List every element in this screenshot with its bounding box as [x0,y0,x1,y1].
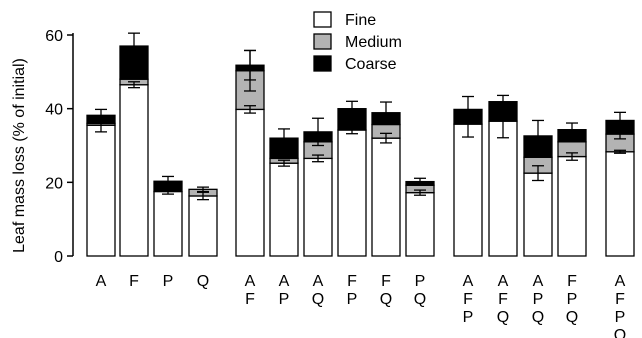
axes: 0 20 40 60 [45,28,74,266]
category-label: Q [566,309,578,326]
category-label: Q [614,327,626,338]
category-label: F [615,291,625,308]
bar-fine [453,123,483,257]
legend: Fine Medium Coarse [313,11,402,73]
category-label: P [163,273,174,290]
category-label: A [533,273,544,290]
category-label: F [129,273,139,290]
category-label: F [567,273,577,290]
bar-fine [488,120,518,257]
category-label: P [615,309,626,326]
category-label: P [533,291,544,308]
category-label: P [463,309,474,326]
bar-fine [235,108,265,257]
bars [86,45,635,257]
category-label: A [245,273,256,290]
legend-swatch-medium [313,33,332,50]
category-label: P [279,291,290,308]
legend-swatch-coarse [313,55,332,72]
legend-label-medium: Medium [345,34,402,51]
category-label: Q [380,291,392,308]
category-label: Q [532,309,544,326]
category-label: F [347,273,357,290]
category-label: Q [497,309,509,326]
y-tick-label: 20 [45,175,63,192]
bar-fine [523,172,553,257]
bar-fine [153,190,183,257]
category-label: A [498,273,509,290]
category-label: A [96,273,107,290]
category-label: Q [414,291,426,308]
category-label: A [313,273,324,290]
bar-fine [371,137,401,257]
category-label: P [415,273,426,290]
category-label: A [279,273,290,290]
category-label: F [463,291,473,308]
bar-fine [605,151,635,257]
legend-label-fine: Fine [345,12,376,29]
error-bars [95,32,626,201]
y-tick-label: 60 [45,28,63,45]
legend-swatch-fine [313,11,332,28]
category-label: Q [197,273,209,290]
category-label: A [615,273,626,290]
category-label: Q [312,291,324,308]
category-label: F [498,291,508,308]
category-label: F [381,273,391,290]
y-axis-label: Leaf mass loss (% of initial) [11,58,28,253]
category-label: F [245,291,255,308]
bar-fine [269,162,299,257]
bar-fine [188,195,218,257]
y-tick-label: 40 [45,102,63,119]
bar-fine [86,124,116,257]
bar-fine [119,84,149,257]
category-label: P [567,291,578,308]
bar-fine [405,191,435,257]
bar-fine [337,129,367,257]
bar-fine [303,157,333,257]
category-label: A [463,273,474,290]
bar-fine [557,155,587,257]
legend-label-coarse: Coarse [345,56,397,73]
y-tick-label: 0 [54,249,63,266]
category-label: P [347,291,358,308]
